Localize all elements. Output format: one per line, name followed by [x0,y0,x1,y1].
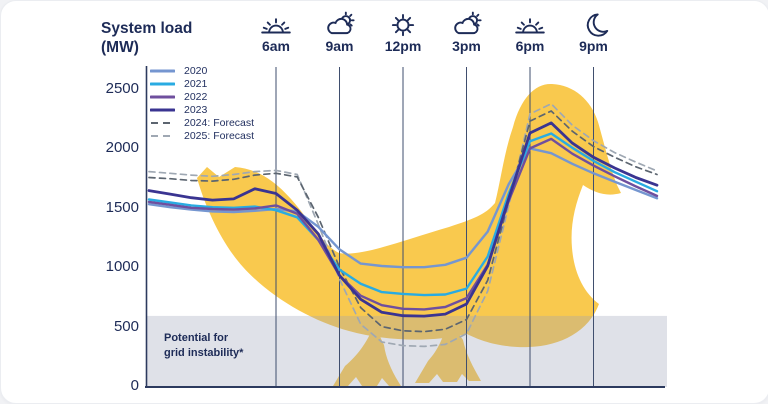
series-line-2025-forecast [148,102,658,348]
sunset-icon [515,18,545,34]
moon-icon [586,13,608,37]
sunrise-icon [261,18,291,34]
legend-swatch [150,95,175,98]
series-line-2022 [147,137,659,311]
time-label: 3pm [452,38,481,54]
legend-label: 2022 [184,90,208,103]
chart-title: System load (MW) [101,19,192,58]
y-tick-1000: 1000 [105,258,139,276]
time-label: 6pm [515,38,545,54]
chart-title-line1: System load [101,20,193,37]
legend-swatch [151,121,174,124]
cloud-sun-icon [453,11,482,35]
legend-item-2025-forecast: 2025: Forecast [150,129,254,142]
legend-item-2022: 2022 [150,90,254,103]
legend-swatch [150,82,175,85]
legend-swatch [150,69,175,72]
legend-swatch [150,108,175,111]
duck-right-foot [415,319,481,383]
y-tick-2500: 2500 [105,80,139,97]
time-label: 9pm [579,38,608,54]
legend-label: 2025: Forecast [184,129,255,142]
load-series-lines [147,102,659,348]
time-label: 9am [325,38,354,54]
time-column-12pm: 12pm [371,11,435,54]
sun-icon [391,14,415,37]
time-label: 12pm [384,38,422,54]
time-label: 6am [261,38,291,54]
grid-instability-band [146,315,667,387]
legend-label: 2020 [184,64,208,77]
y-tick-1500: 1500 [105,198,139,216]
series-line-2021 [147,132,659,297]
time-column-9am: 9am [308,11,372,54]
chart-title-line2: (MW) [101,39,139,57]
time-column-6pm: 6pm [498,11,562,54]
time-column-3pm: 3pm [435,11,499,54]
legend-item-2020: 2020 [150,64,254,77]
y-tick-500: 500 [113,317,139,335]
y-tick-2000: 2000 [105,139,139,157]
legend: 2020 2021 2022 2023 2024: Forecast 2025: Fore… [150,64,254,142]
cloud-sun-icon [326,11,355,35]
time-column-9pm: 9pm [562,11,626,54]
legend-item-2024-forecast: 2024: Forecast [150,116,254,129]
duck-silhouette [197,83,621,348]
duck-left-foot [333,325,401,386]
legend-item-2023: 2023 [150,103,254,116]
instability-band-label: Potential for grid instability* [164,332,244,359]
legend-label: 2023 [184,103,208,116]
time-column-6am: 6am [244,11,308,54]
series-line-2020 [147,147,659,269]
y-tick-0: 0 [130,377,139,394]
series-line-2024-forecast [148,110,658,333]
legend-swatch [151,134,174,137]
series-line-2023 [147,121,659,318]
legend-label: 2021 [184,77,208,90]
legend-label: 2024: Forecast [184,116,255,129]
legend-item-2021: 2021 [150,77,254,90]
